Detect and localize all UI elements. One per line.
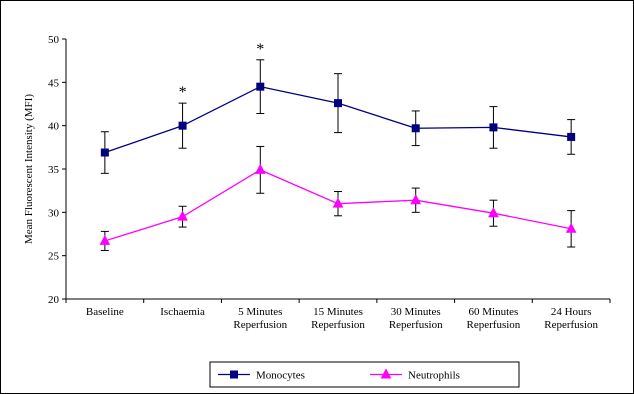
x-tick-label: Ischaemia	[160, 306, 205, 318]
neutrophils-point	[99, 234, 111, 245]
y-tick-label: 45	[48, 77, 60, 89]
y-tick-label: 25	[48, 251, 60, 263]
y-tick-label: 50	[48, 34, 60, 46]
x-tick-label: 5 Minutes Reperfusion	[233, 306, 287, 331]
x-tick-label: 15 Minutes Reperfusion	[311, 306, 365, 331]
x-tick-label-line: 15 Minutes	[313, 306, 363, 318]
y-tick-label: 30	[48, 207, 60, 219]
monocytes-point	[411, 124, 420, 133]
legend-swatch-marker	[230, 370, 238, 379]
neutrophils-point	[410, 194, 422, 205]
monocytes-point	[256, 82, 265, 91]
legend-box	[209, 361, 520, 388]
x-tick-label-line: Reperfusion	[389, 319, 443, 331]
y-tick-label: 35	[48, 164, 60, 176]
x-tick-label-line: 24 Hours	[551, 306, 592, 318]
legend-label: Monocytes	[256, 370, 305, 382]
x-tick-label-line: Reperfusion	[311, 319, 365, 331]
monocytes-point	[489, 123, 498, 132]
x-tick-label-line: 5 Minutes	[238, 306, 282, 318]
legend-entry-neutrophils: Neutrophils	[370, 368, 460, 382]
x-tick-label-line: Reperfusion	[233, 319, 287, 331]
monocytes-point	[334, 99, 342, 108]
x-tick-label: 60 Minutes Reperfusion	[467, 306, 521, 331]
neutrophils-point	[488, 207, 499, 218]
neutrophils-point	[332, 197, 344, 208]
x-tick-label-line: 30 Minutes	[391, 306, 441, 318]
significance-asterisk: *	[179, 84, 187, 101]
y-tick-label: 20	[48, 294, 60, 306]
x-tick-label-line: Reperfusion	[467, 319, 521, 331]
x-tick-label-line: Reperfusion	[544, 319, 598, 331]
monocytes-point	[100, 148, 109, 157]
x-tick-label: 30 Minutes Reperfusion	[389, 306, 443, 331]
annotations: **	[179, 41, 265, 101]
legend-label: Neutrophils	[408, 370, 460, 382]
x-tick-label-line: 60 Minutes	[469, 306, 519, 318]
y-axis-title: Mean Fluorescent Intensity (MFI)	[23, 94, 35, 244]
legend-entry-monocytes: Monocytes	[218, 370, 305, 382]
monocytes-point	[178, 121, 187, 130]
monocytes-point	[567, 132, 576, 141]
neutrophils-point	[565, 222, 577, 233]
neutrophils-point	[177, 210, 188, 221]
legend-swatch-marker	[380, 368, 392, 379]
x-tick-label-line: Baseline	[86, 306, 124, 318]
legend: Monocytes Neutrophils	[209, 361, 520, 388]
series-markers	[99, 82, 577, 245]
x-tick-label: Baseline	[86, 306, 124, 318]
axes: 20 25 30 35 40 45 50 Baseline Ischaemia 5 Minutes…	[23, 34, 611, 331]
y-tick-label: 40	[48, 121, 60, 133]
x-tick-label-line: Ischaemia	[160, 306, 205, 318]
significance-asterisk: *	[256, 41, 264, 58]
neutrophils-point	[254, 163, 266, 174]
x-tick-label: 24 Hours Reperfusion	[544, 306, 598, 331]
